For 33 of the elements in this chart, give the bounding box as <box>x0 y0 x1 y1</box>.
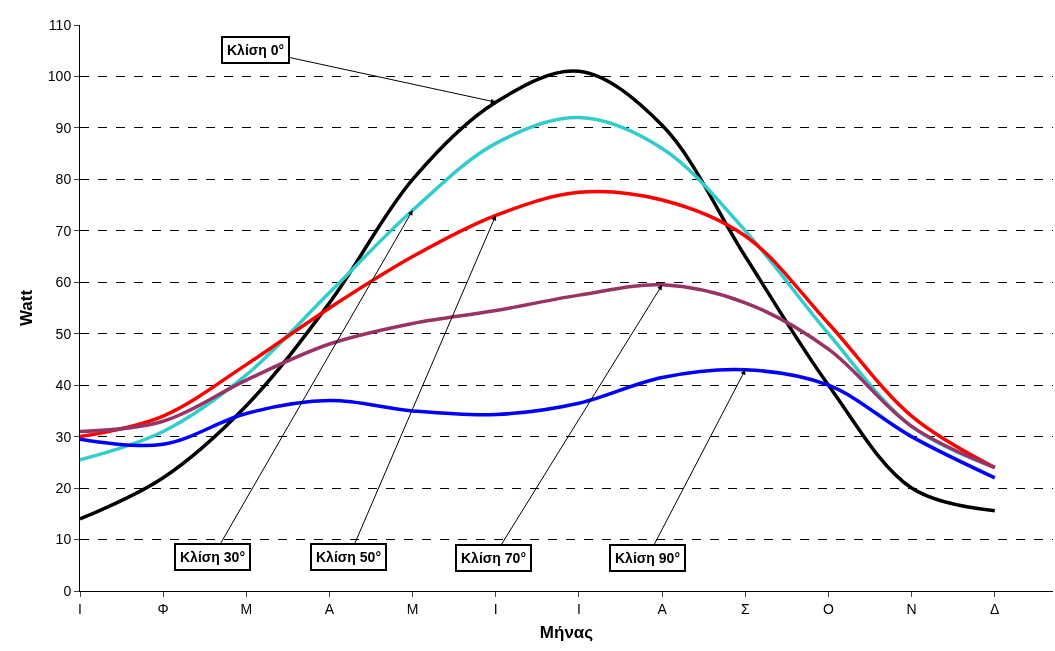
y-tick-label: 100 <box>47 68 72 85</box>
text: Κλίση 50° <box>316 549 381 565</box>
x-tick-label: Φ <box>157 600 169 617</box>
y-tick-label: 30 <box>55 428 72 445</box>
x-tick-label: Ι <box>78 600 82 617</box>
y-tick-label: 10 <box>55 531 72 548</box>
x-tick-label: Μ <box>406 600 419 617</box>
x-tick-label: Ι <box>577 600 581 617</box>
x-tick-label: Α <box>657 600 668 617</box>
y-tick-label: 110 <box>48 16 72 33</box>
y-tick-label: 0 <box>63 582 72 599</box>
y-tick-label: 40 <box>55 377 72 394</box>
line-series <box>80 367 997 480</box>
y-tick-label: 50 <box>55 325 72 342</box>
y-tick-label: 70 <box>55 222 72 239</box>
x-tick-label: Ο <box>823 600 835 617</box>
text: Κλίση 90° <box>615 550 680 566</box>
x-tick-label: Μ <box>240 600 253 617</box>
y-axis-title: Watt <box>17 289 37 327</box>
line-series <box>80 283 997 470</box>
y-tick-label: 80 <box>55 171 72 188</box>
y-tick-label: 60 <box>55 274 72 291</box>
x-tick-label: Α <box>324 600 335 617</box>
y-tick-label: 20 <box>55 479 72 496</box>
x-tick-label: Ν <box>906 600 917 617</box>
y-tick-label: 90 <box>55 119 72 136</box>
x-axis-title: Μήνας <box>539 623 594 643</box>
x-tick-label: Σ <box>740 600 750 617</box>
text: Κλίση 70° <box>461 550 526 566</box>
x-tick-label: Δ <box>990 600 1000 617</box>
text: Κλίση 0° <box>227 42 285 58</box>
x-tick-label: Ι <box>493 600 498 617</box>
text: Κλίση 30° <box>180 549 245 565</box>
